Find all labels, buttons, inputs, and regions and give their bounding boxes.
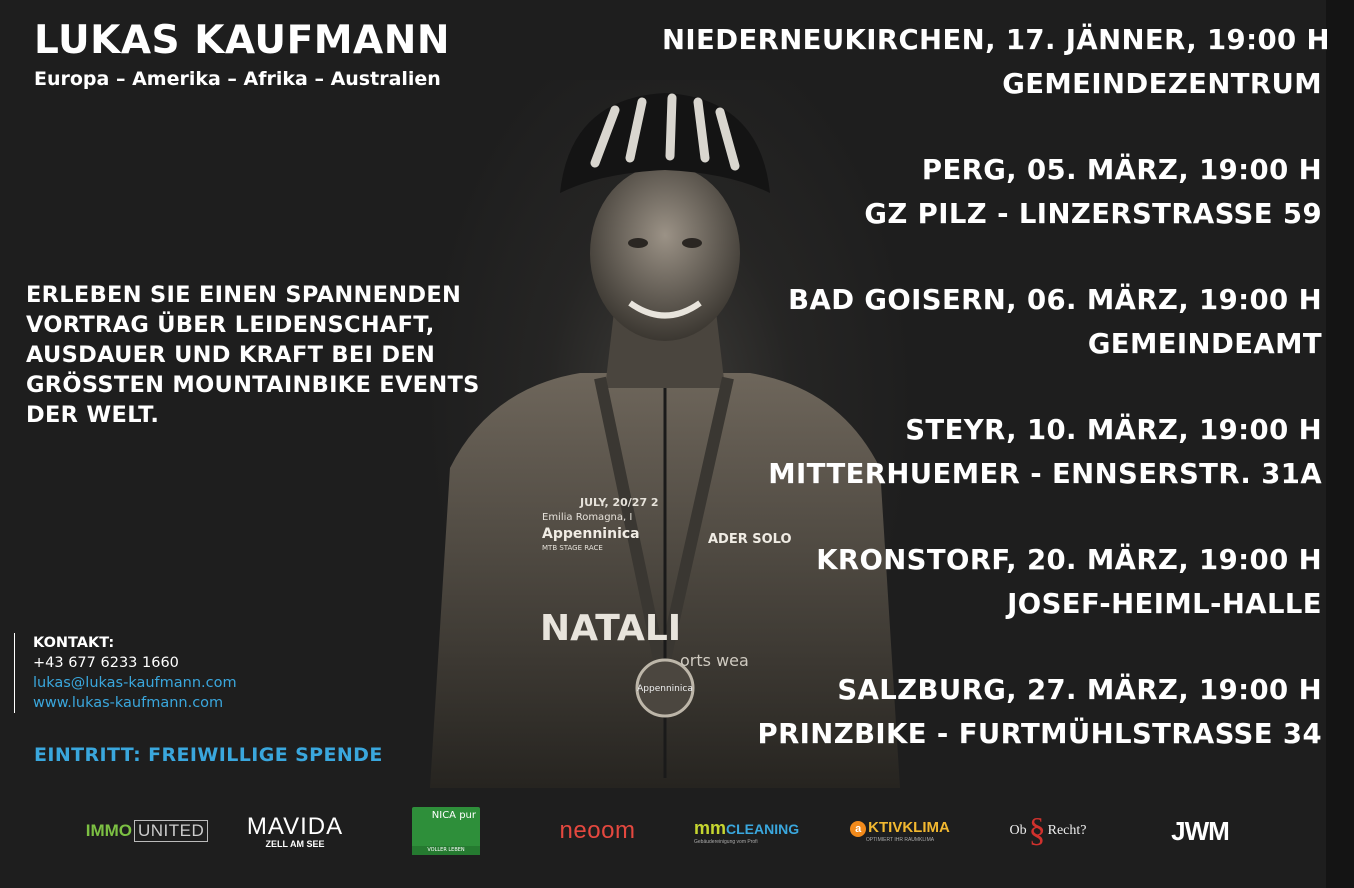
contact-email-link[interactable]: lukas@lukas-kaufmann.com — [33, 675, 237, 691]
obs-ob: Ob — [1009, 823, 1027, 838]
aktiv-circle: a — [850, 821, 867, 837]
entry-fee-note: EINTRITT: FREIWILLIGE SPENDE — [34, 744, 383, 766]
medal-shape — [635, 658, 695, 718]
intro-line: VORTRAG ÜBER LEIDENSCHAFT, — [26, 312, 435, 338]
sponsor-aktivklima-logo: a KTIVKLIMA OPTIMIERT IHR RAUMKLIMA — [845, 796, 955, 866]
event-where: JOSEF-HEIML-HALLE — [1007, 588, 1322, 620]
sponsor-immo-united-logo: IMMO UNITED — [72, 796, 222, 866]
jersey-region-text: Emilia Romagna, I — [542, 512, 632, 523]
event-where: PRINZBIKE - FURTMÜHLSTRASSE 34 — [757, 718, 1322, 750]
event-item: BAD GOISERN, 06. MÄRZ, 19:00 H GEMEINDEA… — [662, 278, 1322, 366]
obs-recht: Recht — [1047, 823, 1081, 838]
jersey-race-text: MTB STAGE RACE — [542, 544, 603, 552]
intro-line: ERLEBEN SIE EINEN SPANNENDEN — [26, 282, 462, 308]
event-list: NIEDERNEUKIRCHEN, 17. JÄNNER, 19:00 H GE… — [662, 18, 1330, 798]
right-edge-band — [1326, 0, 1354, 888]
face-shape — [590, 165, 740, 341]
event-item: SALZBURG, 27. MÄRZ, 19:00 H PRINZBIKE - … — [662, 668, 1322, 756]
event-when: STEYR, 10. MÄRZ, 19:00 H — [905, 414, 1322, 446]
event-when: NIEDERNEUKIRCHEN, 17. JÄNNER, 19:00 H — [662, 24, 1330, 56]
aktiv-name: KTIVKLIMA — [868, 819, 950, 836]
mm-name: CLEANING — [726, 820, 800, 837]
immo-text: IMMO — [85, 821, 132, 840]
rider-photo: Appenninica JULY, 20/27 2 Emilia Romagna… — [430, 93, 900, 788]
mm-mark: mm — [694, 817, 727, 838]
sponsor-jwm-logo: JWM — [1171, 815, 1230, 846]
sponsor-mavida-logo: MAVIDA ZELL AM SEE — [240, 796, 350, 866]
obs-q: ? — [1080, 823, 1087, 838]
event-item: PERG, 05. MÄRZ, 19:00 H GZ PILZ - LINZER… — [662, 148, 1322, 236]
sponsor-mm-cleaning-logo: mmCLEANING Gebäudereinigung vom Profi — [694, 796, 804, 866]
event-when: BAD GOISERN, 06. MÄRZ, 19:00 H — [788, 284, 1322, 316]
contact-phone[interactable]: +43 677 6233 1660 — [33, 655, 179, 671]
event-when: KRONSTORF, 20. MÄRZ, 19:00 H — [816, 544, 1322, 576]
event-where: MITTERHUEMER - ENNSERSTR. 31A — [768, 458, 1322, 490]
contact-label: KONTAKT: — [33, 635, 115, 651]
paragraph-icon: § — [1028, 812, 1046, 849]
mm-sub: Gebäudereinigung vom Profi — [694, 838, 758, 845]
mavida-text: MAVIDA — [246, 813, 344, 840]
intro-line: AUSDAUER UND KRAFT BEI DEN — [26, 342, 436, 368]
aktiv-sub: OPTIMIERT IHR RAUMKLIMA — [865, 837, 935, 843]
speaker-regions: Europa – Amerika – Afrika – Australien — [34, 68, 441, 90]
mavida-sub-text: ZELL AM SEE — [265, 839, 325, 849]
nica-text: NICA pur — [431, 810, 476, 821]
jersey-solo-text: ADER SOLO — [708, 532, 792, 547]
event-where: GEMEINDEZENTRUM — [1002, 68, 1322, 100]
intro-line: DER WELT. — [26, 402, 160, 428]
jersey-brand-text: NATALI — [540, 608, 681, 649]
event-item: STEYR, 10. MÄRZ, 19:00 H MITTERHUEMER - … — [662, 408, 1322, 496]
speaker-name: LUKAS KAUFMANN — [34, 18, 450, 63]
intro-line: GRÖSSTEN MOUNTAINBIKE EVENTS — [26, 372, 480, 398]
sponsor-neoom-logo: neoom — [559, 817, 636, 844]
event-item: NIEDERNEUKIRCHEN, 17. JÄNNER, 19:00 H GE… — [662, 18, 1330, 106]
jersey-chest-text: Appenninica — [542, 526, 640, 542]
contact-block: KONTAKT: +43 677 6233 1660 lukas@lukas-k… — [14, 633, 237, 713]
medal-text: Appenninica — [637, 684, 693, 694]
contact-website-link[interactable]: www.lukas-kaufmann.com — [33, 695, 224, 711]
united-text: UNITED — [134, 820, 209, 842]
event-when: SALZBURG, 27. MÄRZ, 19:00 H — [837, 674, 1322, 706]
jersey-brand-sub-text: orts wea — [680, 651, 749, 670]
jersey-dates-text: JULY, 20/27 2 — [579, 496, 659, 509]
nica-tag-text: VOLLER LEBEN — [412, 846, 480, 855]
event-item: KRONSTORF, 20. MÄRZ, 19:00 H JOSEF-HEIML… — [662, 538, 1322, 626]
event-when: PERG, 05. MÄRZ, 19:00 H — [921, 154, 1322, 186]
event-where: GZ PILZ - LINZERSTRASSE 59 — [864, 198, 1322, 230]
sponsor-bar: IMMO UNITED MAVIDA ZELL AM SEE NICA pur … — [0, 796, 1354, 866]
intro-text: ERLEBEN SIE EINEN SPANNENDEN VORTRAG ÜBE… — [26, 280, 546, 430]
sponsor-ob-recht-logo: Ob § Recht? — [998, 796, 1098, 866]
sponsor-nica-pur-logo: NICA pur VOLLER LEBEN — [410, 796, 482, 866]
event-where: GEMEINDEAMT — [1087, 328, 1322, 360]
